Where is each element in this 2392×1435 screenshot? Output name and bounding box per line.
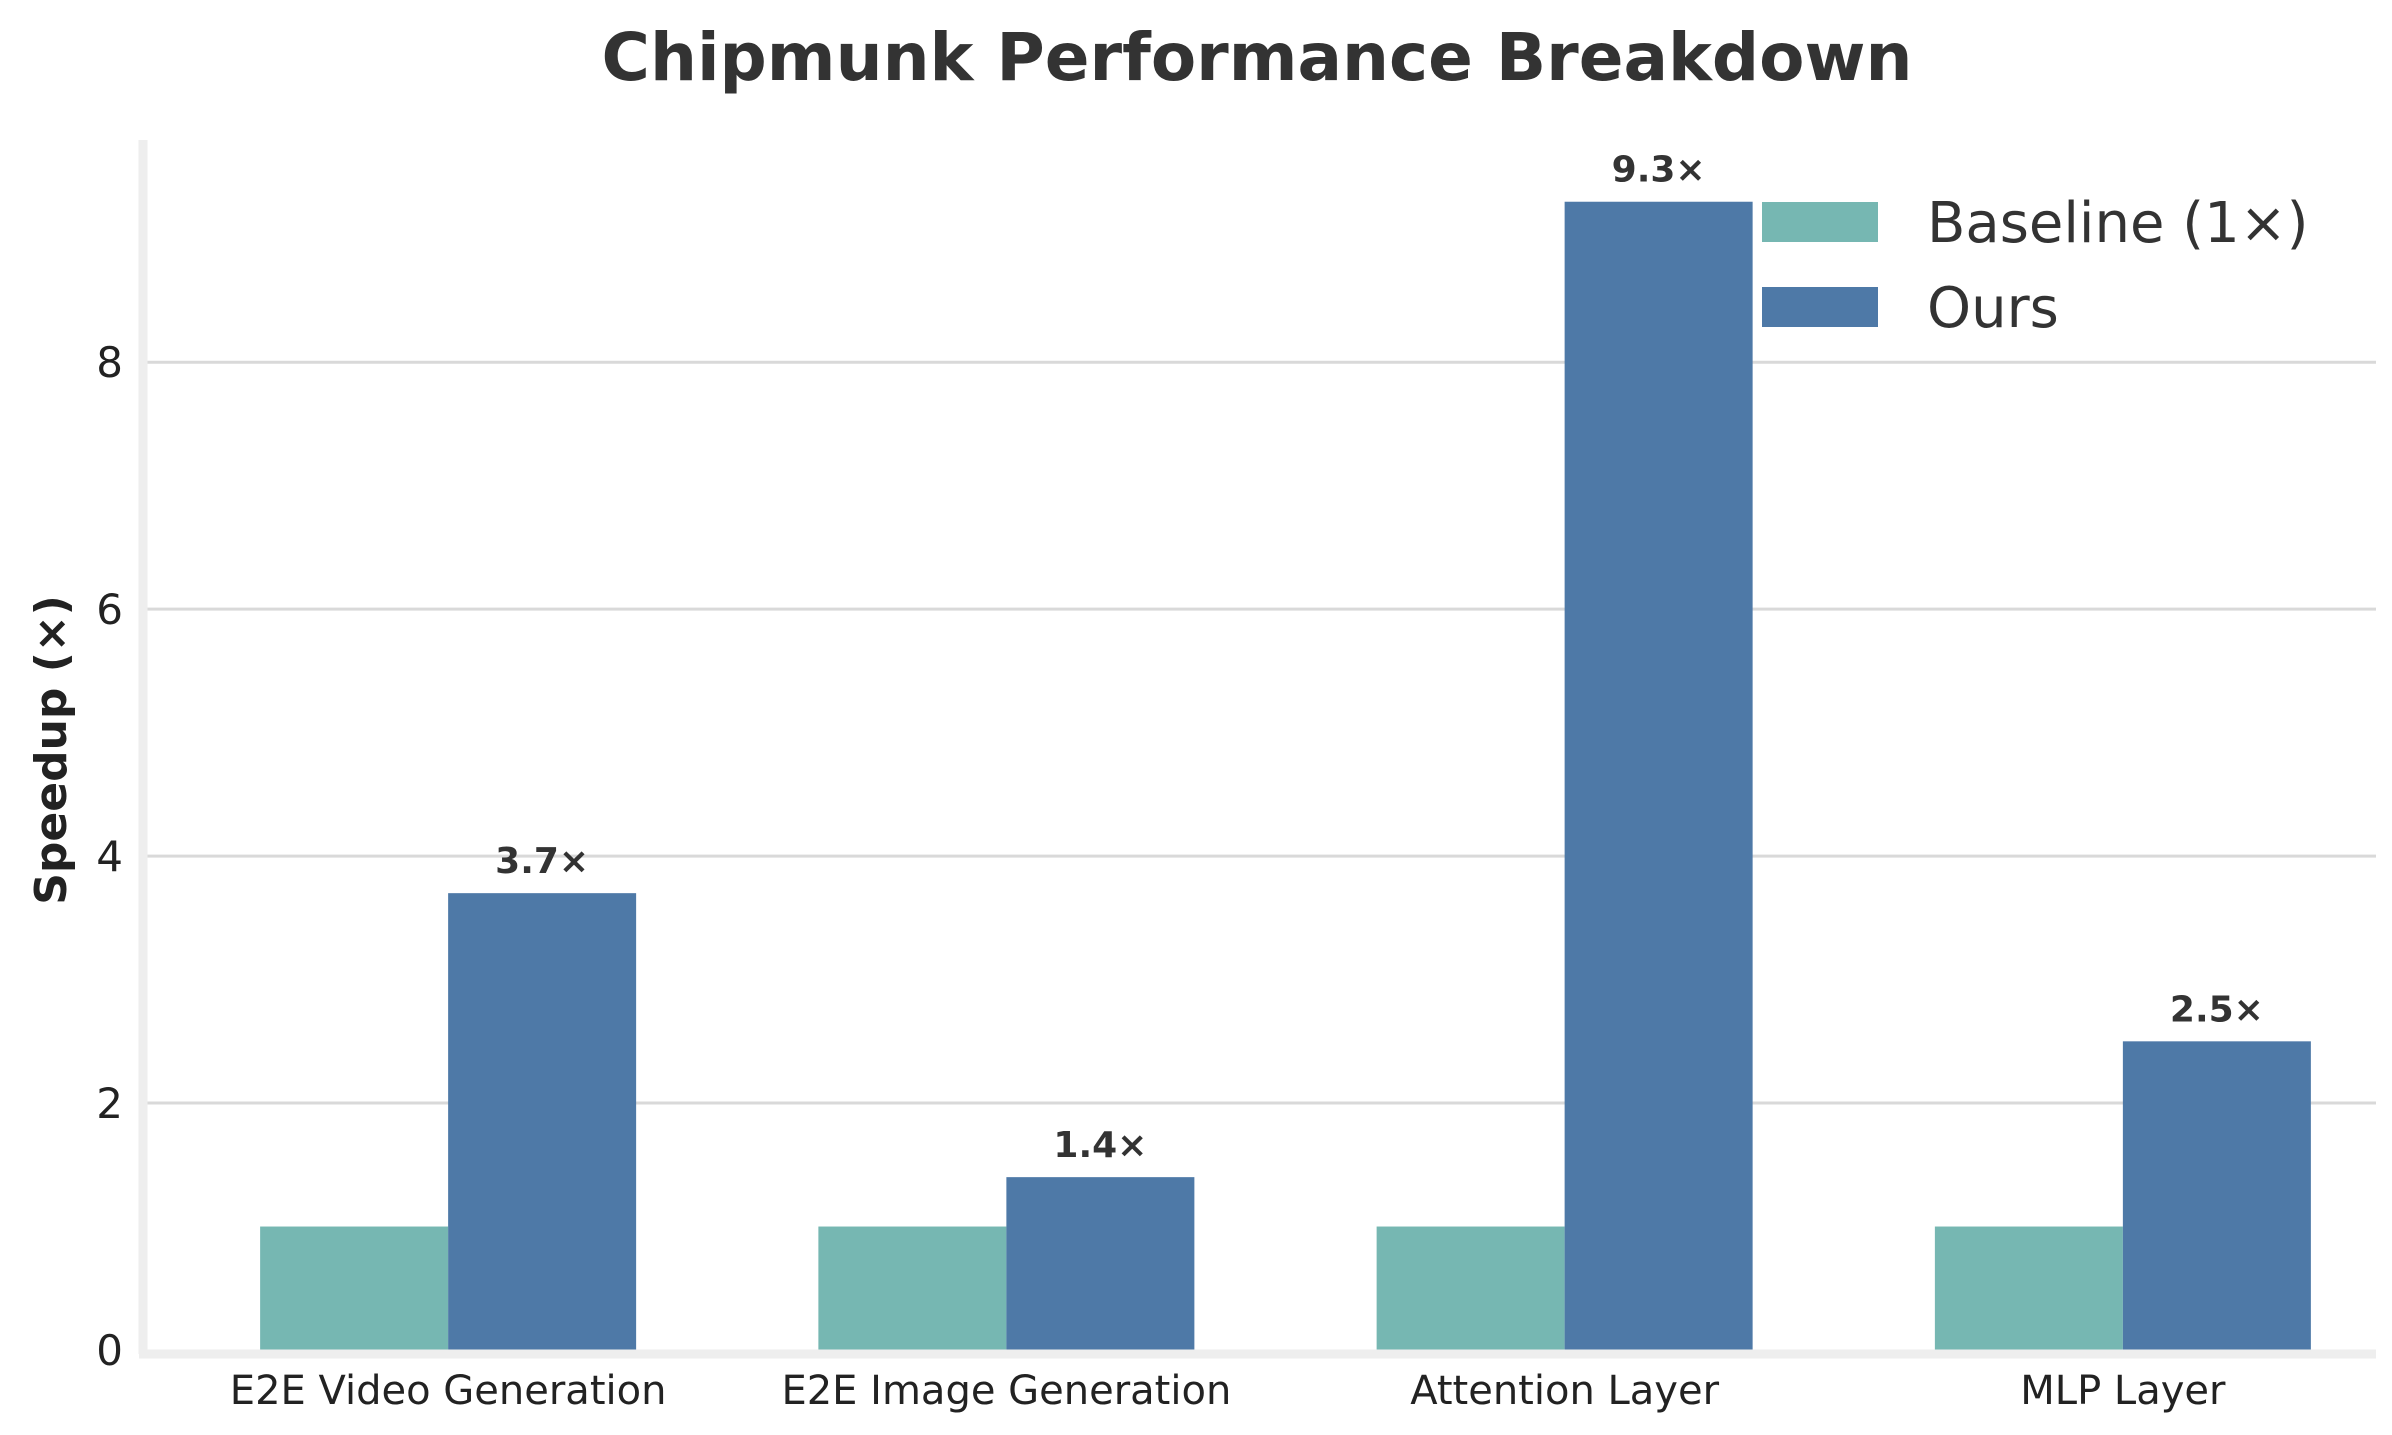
x-tick-label: Attention Layer [1410, 1368, 1719, 1414]
axes-layer [138, 140, 2376, 1359]
legend: Baseline (1×) Ours [1762, 191, 2308, 341]
y-tick-label: 4 [96, 832, 123, 881]
x-tick-label: E2E Video Generation [230, 1368, 667, 1414]
chart-title: Chipmunk Performance Breakdown [602, 19, 1913, 96]
value-label: 2.5× [2170, 989, 2264, 1030]
y-tick-label: 8 [96, 338, 123, 387]
x-tick-labels: E2E Video Generation E2E Image Generation… [230, 1368, 2226, 1414]
bars-layer [260, 201, 2311, 1350]
bar-ours-2 [1564, 201, 1753, 1350]
bar-baseline-0 [260, 1226, 449, 1350]
bar-baseline-2 [1376, 1226, 1565, 1350]
value-label: 9.3× [1612, 150, 1706, 191]
bar-ours-3 [2122, 1041, 2311, 1350]
bar-baseline-1 [818, 1226, 1007, 1350]
bar-ours-1 [1006, 1177, 1195, 1350]
legend-label: Ours [1927, 276, 2059, 341]
legend-swatch [1762, 287, 1878, 327]
y-tick-labels: 0 2 4 6 8 [96, 338, 123, 1375]
y-tick-label: 0 [96, 1326, 123, 1375]
y-tick-label: 2 [96, 1079, 123, 1128]
y-tick-label: 6 [96, 585, 123, 634]
x-tick-label: E2E Image Generation [781, 1368, 1231, 1414]
value-labels: 3.7× 1.4× 9.3× 2.5× [495, 150, 2264, 1166]
y-axis-label: Speedup (×) [26, 595, 77, 905]
bar-ours-0 [448, 893, 637, 1350]
legend-label: Baseline (1×) [1927, 191, 2308, 256]
bar-baseline-3 [1934, 1226, 2123, 1350]
legend-swatch [1762, 202, 1878, 242]
value-label: 1.4× [1053, 1125, 1147, 1166]
x-tick-label: MLP Layer [2020, 1368, 2226, 1414]
grid-layer [143, 360, 2376, 1105]
value-label: 3.7× [495, 841, 589, 882]
